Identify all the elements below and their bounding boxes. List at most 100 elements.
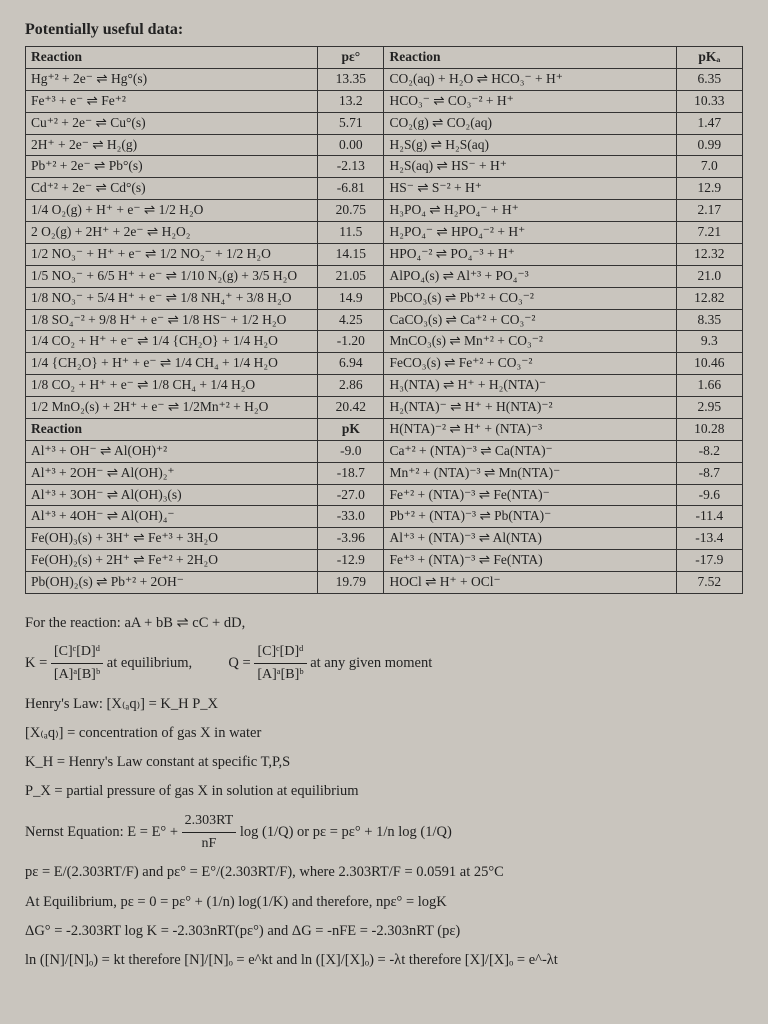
reaction-cell: HOCl ⇌ H⁺ + OCl⁻ [384,572,676,594]
value-cell: 14.15 [318,243,384,265]
col-reaction: Reaction [26,47,318,69]
reaction-cell: 1/2 NO₃⁻ + H⁺ + e⁻ ⇌ 1/2 NO₂⁻ + 1/2 H₂O [26,243,318,265]
value-cell: 7.21 [676,222,742,244]
value-cell: 11.5 [318,222,384,244]
reaction-cell: CO₂(aq) + H₂O ⇌ HCO₃⁻ + H⁺ [384,68,676,90]
formula-line: Henry's Law: [X₍ₐq₎] = K_H P_X [25,693,743,716]
reaction-cell: HPO₄⁻² ⇌ PO₄⁻³ + H⁺ [384,243,676,265]
reaction-cell: Mn⁺² + (NTA)⁻³ ⇌ Mn(NTA)⁻ [384,462,676,484]
reaction-cell: CaCO₃(s) ⇌ Ca⁺² + CO₃⁻² [384,309,676,331]
value-cell: 21.05 [318,265,384,287]
value-cell: -9.0 [318,440,384,462]
reaction-cell: HS⁻ ⇌ S⁻² + H⁺ [384,178,676,200]
value-cell: 14.9 [318,287,384,309]
reaction-cell: H₂S(g) ⇌ H₂S(aq) [384,134,676,156]
value-cell: -13.4 [676,528,742,550]
value-cell: -33.0 [318,506,384,528]
value-cell: 2.17 [676,200,742,222]
value-cell: 7.52 [676,572,742,594]
col-reaction: Reaction [26,418,318,440]
reaction-cell: Al⁺³ + OH⁻ ⇌ Al(OH)⁺² [26,440,318,462]
value-cell: 6.35 [676,68,742,90]
reaction-cell: H₃PO₄ ⇌ H₂PO₄⁻ + H⁺ [384,200,676,222]
value-cell: 1.66 [676,375,742,397]
formula-line: P_X = partial pressure of gas X in solut… [25,780,743,803]
col-pk: pK [318,418,384,440]
reaction-cell: Fe⁺² + (NTA)⁻³ ⇌ Fe(NTA)⁻ [384,484,676,506]
reaction-cell: Fe(OH)₂(s) + 2H⁺ ⇌ Fe⁺² + 2H₂O [26,550,318,572]
reaction-cell: Al⁺³ + 4OH⁻ ⇌ Al(OH)₄⁻ [26,506,318,528]
reaction-cell: H₂(NTA)⁻ ⇌ H⁺ + H(NTA)⁻² [384,397,676,419]
reaction-cell: Al⁺³ + (NTA)⁻³ ⇌ Al(NTA) [384,528,676,550]
value-cell: -11.4 [676,506,742,528]
reaction-cell: 2H⁺ + 2e⁻ ⇌ H₂(g) [26,134,318,156]
formula-line: ΔG° = -2.303RT log K = -2.303nRT(pε°) an… [25,920,743,943]
value-cell: -27.0 [318,484,384,506]
data-table: Reactionpε°ReactionpKₐHg⁺² + 2e⁻ ⇌ Hg°(s… [25,46,743,594]
value-cell: 4.25 [318,309,384,331]
reaction-cell: Cu⁺² + 2e⁻ ⇌ Cu°(s) [26,112,318,134]
value-cell: 20.42 [318,397,384,419]
page-title: Potentially useful data: [25,20,743,40]
col-pe0: pε° [318,47,384,69]
formula-line: ln ([N]/[N]ₒ) = kt therefore [N]/[N]ₒ = … [25,949,743,972]
reaction-cell: 1/4 O₂(g) + H⁺ + e⁻ ⇌ 1/2 H₂O [26,200,318,222]
value-cell: 10.46 [676,353,742,375]
reaction-cell: 1/8 CO₂ + H⁺ + e⁻ ⇌ 1/8 CH₄ + 1/4 H₂O [26,375,318,397]
value-cell: -8.7 [676,462,742,484]
formula-line: [X₍ₐq₎] = concentration of gas X in wate… [25,722,743,745]
formulas-block: For the reaction: aA + bB ⇌ cC + dD, K =… [25,612,743,972]
value-cell: 6.94 [318,353,384,375]
reaction-cell: Fe⁺³ + e⁻ ⇌ Fe⁺² [26,90,318,112]
value-cell: 2.95 [676,397,742,419]
value-cell: -3.96 [318,528,384,550]
value-cell: 0.99 [676,134,742,156]
value-cell: 13.2 [318,90,384,112]
value-cell: 12.32 [676,243,742,265]
reaction-cell: AlPO₄(s) ⇌ Al⁺³ + PO₄⁻³ [384,265,676,287]
reaction-cell: 2 O₂(g) + 2H⁺ + 2e⁻ ⇌ H₂O₂ [26,222,318,244]
value-cell: 1.47 [676,112,742,134]
value-cell: 7.0 [676,156,742,178]
reaction-cell: Pb⁺² + (NTA)⁻³ ⇌ Pb(NTA)⁻ [384,506,676,528]
value-cell: -6.81 [318,178,384,200]
reaction-cell: MnCO₃(s) ⇌ Mn⁺² + CO₃⁻² [384,331,676,353]
reaction-cell: Fe⁺³ + (NTA)⁻³ ⇌ Fe(NTA) [384,550,676,572]
reaction-cell: 1/4 {CH₂O} + H⁺ + e⁻ ⇌ 1/4 CH₄ + 1/4 H₂O [26,353,318,375]
col-pka: pKₐ [676,47,742,69]
reaction-cell: Pb(OH)₂(s) ⇌ Pb⁺² + 2OH⁻ [26,572,318,594]
formula-line: K_H = Henry's Law constant at specific T… [25,751,743,774]
reaction-cell: Pb⁺² + 2e⁻ ⇌ Pb°(s) [26,156,318,178]
reaction-cell: H₂S(aq) ⇌ HS⁻ + H⁺ [384,156,676,178]
value-cell: -8.2 [676,440,742,462]
reaction-cell: Ca⁺² + (NTA)⁻³ ⇌ Ca(NTA)⁻ [384,440,676,462]
reaction-cell: FeCO₃(s) ⇌ Fe⁺² + CO₃⁻² [384,353,676,375]
reaction-cell: 1/8 NO₃⁻ + 5/4 H⁺ + e⁻ ⇌ 1/8 NH₄⁺ + 3/8 … [26,287,318,309]
value-cell: -2.13 [318,156,384,178]
reaction-cell: Al⁺³ + 2OH⁻ ⇌ Al(OH)₂⁺ [26,462,318,484]
formula-line: K = [C]ᶜ[D]ᵈ[A]ᵃ[B]ᵇ at equilibrium, Q =… [25,641,743,687]
value-cell: -1.20 [318,331,384,353]
formula-line: For the reaction: aA + bB ⇌ cC + dD, [25,612,743,635]
value-cell: 10.28 [676,418,742,440]
value-cell: 2.86 [318,375,384,397]
reaction-cell: 1/4 CO₂ + H⁺ + e⁻ ⇌ 1/4 {CH₂O} + 1/4 H₂O [26,331,318,353]
reaction-cell: 1/2 MnO₂(s) + 2H⁺ + e⁻ ⇌ 1/2Mn⁺² + H₂O [26,397,318,419]
formula-line: At Equilibrium, pε = 0 = pε° + (1/n) log… [25,891,743,914]
value-cell: 10.33 [676,90,742,112]
reaction-cell: HCO₃⁻ ⇌ CO₃⁻² + H⁺ [384,90,676,112]
value-cell: 8.35 [676,309,742,331]
reaction-cell: H₃(NTA) ⇌ H⁺ + H₂(NTA)⁻ [384,375,676,397]
value-cell: 19.79 [318,572,384,594]
value-cell: 0.00 [318,134,384,156]
value-cell: -12.9 [318,550,384,572]
value-cell: 9.3 [676,331,742,353]
value-cell: 12.9 [676,178,742,200]
reaction-cell: H(NTA)⁻² ⇌ H⁺ + (NTA)⁻³ [384,418,676,440]
formula-line: Nernst Equation: E = E° + 2.303RTnF log … [25,810,743,856]
reaction-cell: Hg⁺² + 2e⁻ ⇌ Hg°(s) [26,68,318,90]
value-cell: 13.35 [318,68,384,90]
reaction-cell: H₂PO₄⁻ ⇌ HPO₄⁻² + H⁺ [384,222,676,244]
reaction-cell: Fe(OH)₃(s) + 3H⁺ ⇌ Fe⁺³ + 3H₂O [26,528,318,550]
reaction-cell: CO₂(g) ⇌ CO₂(aq) [384,112,676,134]
